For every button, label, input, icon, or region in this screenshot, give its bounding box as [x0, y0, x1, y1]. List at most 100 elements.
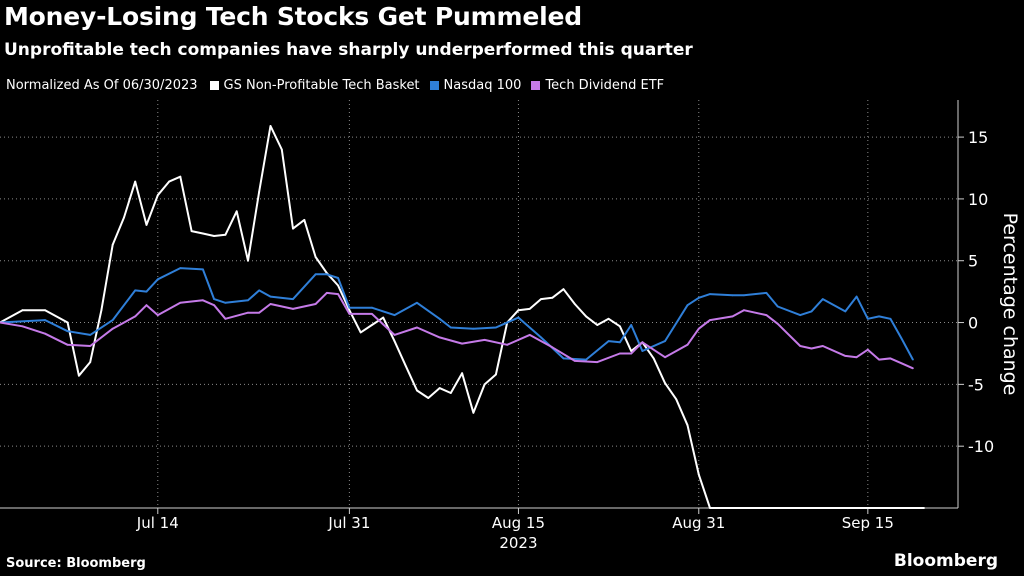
data-point-tech-dividend-etf — [44, 332, 46, 335]
data-point-gs-basket — [382, 316, 385, 319]
grid — [0, 100, 958, 508]
data-point-gs-basket — [449, 392, 452, 394]
data-point-tech-dividend-etf — [156, 314, 159, 316]
data-point-gs-basket — [280, 148, 283, 151]
data-point-gs-basket — [472, 411, 475, 414]
data-point-gs-basket — [866, 507, 869, 509]
data-point-tech-dividend-etf — [709, 319, 711, 321]
data-point-gs-basket — [168, 180, 171, 183]
data-point-nasdaq-100 — [607, 340, 610, 342]
source-note: Source: Bloomberg — [6, 556, 146, 571]
data-point-gs-basket — [292, 227, 294, 230]
data-point-nasdaq-100 — [641, 350, 644, 352]
data-point-nasdaq-100 — [495, 326, 497, 329]
data-point-tech-dividend-etf — [393, 334, 396, 336]
data-point-nasdaq-100 — [585, 358, 587, 361]
data-point-gs-basket — [461, 372, 463, 375]
legend: Normalized As Of 06/30/2023 GS Non-Profi… — [6, 78, 674, 93]
legend-swatch-gs-basket — [209, 81, 219, 90]
data-point-nasdaq-100 — [314, 273, 317, 276]
data-point-gs-basket — [393, 340, 396, 342]
legend-item-nasdaq-100: Nasdaq 100 — [429, 78, 521, 93]
data-point-gs-basket — [213, 235, 216, 237]
data-point-nasdaq-100 — [799, 314, 802, 316]
data-point-gs-basket — [427, 397, 430, 399]
series-line-gs-basket — [0, 125, 925, 509]
data-point-nasdaq-100 — [325, 273, 328, 276]
data-point-gs-basket — [754, 507, 756, 509]
data-point-gs-basket — [675, 398, 678, 401]
data-point-gs-basket — [269, 125, 272, 127]
data-point-tech-dividend-etf — [416, 326, 418, 329]
data-point-gs-basket — [821, 507, 824, 509]
data-point-gs-basket — [314, 256, 317, 258]
data-point-gs-basket — [123, 216, 125, 219]
data-point-tech-dividend-etf — [179, 301, 182, 304]
x-tick-label: Sep 15 — [842, 514, 894, 532]
data-point-gs-basket — [517, 309, 520, 312]
data-point-tech-dividend-etf — [325, 292, 328, 294]
data-point-tech-dividend-etf — [258, 311, 261, 314]
data-point-gs-basket — [900, 507, 903, 509]
data-point-nasdaq-100 — [292, 298, 294, 300]
data-point-nasdaq-100 — [844, 310, 847, 313]
data-point-tech-dividend-etf — [506, 343, 509, 346]
x-tick-label: Jul 31 — [327, 514, 370, 532]
data-point-gs-basket — [348, 309, 351, 312]
data-point-nasdaq-100 — [743, 294, 745, 297]
data-point-gs-basket — [100, 309, 103, 312]
data-point-nasdaq-100 — [156, 278, 159, 281]
data-point-gs-basket — [337, 284, 339, 287]
data-point-gs-basket — [416, 389, 418, 392]
data-point-gs-basket — [652, 357, 655, 360]
data-point-tech-dividend-etf — [348, 313, 351, 315]
data-point-tech-dividend-etf — [224, 317, 227, 320]
data-point-nasdaq-100 — [517, 316, 520, 319]
data-point-tech-dividend-etf — [247, 311, 249, 314]
data-point-tech-dividend-etf — [810, 347, 813, 350]
data-point-gs-basket — [495, 373, 497, 376]
data-point-gs-basket — [923, 507, 926, 509]
data-point-gs-basket — [697, 473, 700, 476]
data-point-gs-basket — [765, 507, 768, 509]
data-point-nasdaq-100 — [202, 268, 204, 271]
data-point-nasdaq-100 — [765, 292, 768, 294]
data-point-tech-dividend-etf — [912, 367, 914, 370]
data-point-tech-dividend-etf — [776, 322, 779, 325]
data-point-tech-dividend-etf — [855, 356, 858, 359]
data-point-tech-dividend-etf — [743, 309, 745, 312]
data-point-nasdaq-100 — [371, 306, 373, 309]
data-point-nasdaq-100 — [709, 293, 711, 295]
data-point-nasdaq-100 — [449, 326, 452, 329]
data-point-tech-dividend-etf — [641, 341, 644, 344]
data-point-gs-basket — [404, 364, 407, 367]
data-point-nasdaq-100 — [89, 334, 92, 336]
data-point-gs-basket — [833, 507, 835, 509]
data-point-gs-basket — [202, 232, 204, 235]
data-point-gs-basket — [630, 350, 633, 352]
data-point-tech-dividend-etf — [731, 315, 734, 318]
data-point-gs-basket — [235, 210, 238, 213]
data-point-tech-dividend-etf — [202, 299, 204, 302]
data-point-gs-basket — [709, 507, 711, 509]
data-point-tech-dividend-etf — [66, 343, 69, 346]
data-point-gs-basket — [855, 507, 858, 509]
data-point-gs-basket — [585, 315, 587, 318]
data-point-tech-dividend-etf — [551, 346, 554, 349]
data-point-gs-basket — [156, 194, 159, 197]
data-point-tech-dividend-etf — [596, 361, 599, 363]
data-point-gs-basket — [810, 507, 813, 509]
chart-title: Money-Losing Tech Stocks Get Pummeled — [4, 2, 582, 31]
data-point-gs-basket — [788, 507, 790, 509]
data-point-nasdaq-100 — [855, 295, 858, 298]
data-point-nasdaq-100 — [821, 298, 824, 300]
data-point-tech-dividend-etf — [664, 356, 666, 359]
data-point-tech-dividend-etf — [145, 304, 148, 307]
data-point-tech-dividend-etf — [438, 336, 441, 339]
data-point-tech-dividend-etf — [134, 315, 137, 318]
data-point-nasdaq-100 — [224, 301, 227, 304]
data-point-gs-basket — [619, 325, 621, 328]
data-point-tech-dividend-etf — [686, 343, 689, 346]
data-point-gs-basket — [776, 507, 779, 509]
